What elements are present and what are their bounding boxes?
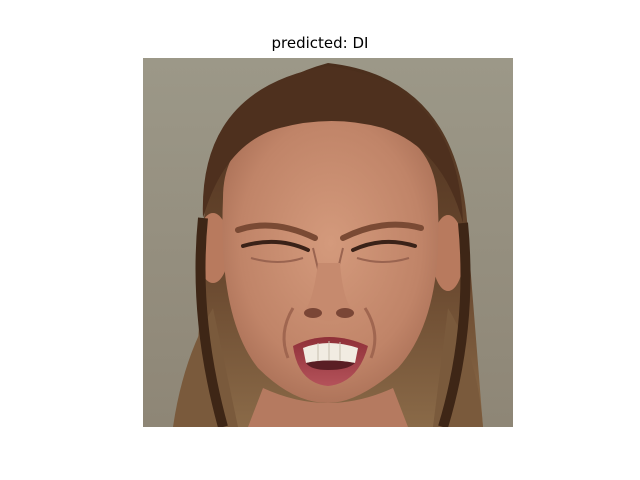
plot-title: predicted: DI [271,34,369,52]
face-photo-icon [143,58,513,427]
face-photo [143,58,513,427]
